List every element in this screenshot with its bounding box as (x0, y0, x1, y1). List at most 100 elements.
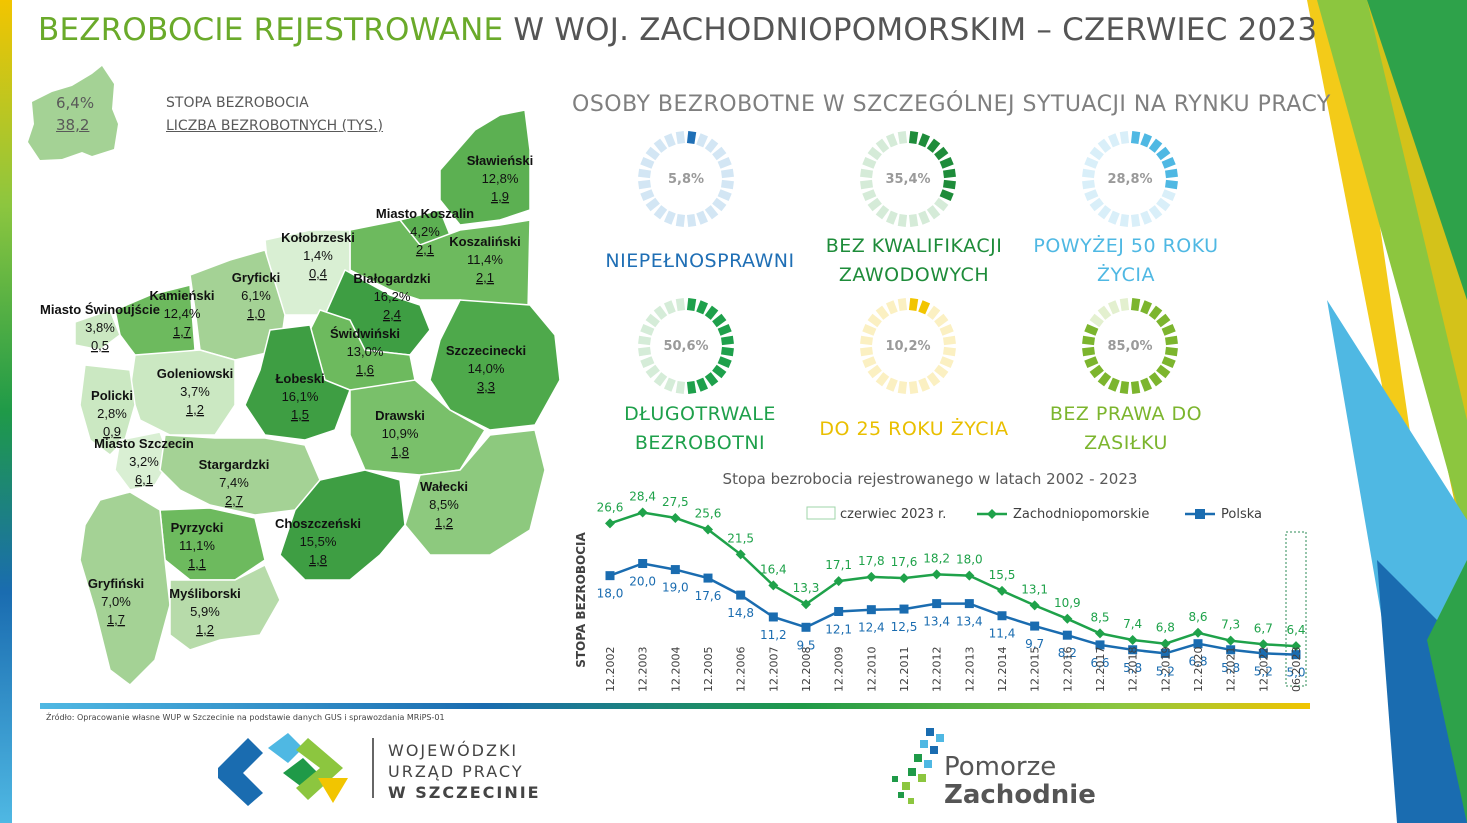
data-point-polska (1062, 630, 1072, 640)
county-name-stargardzki: Stargardzki (199, 457, 270, 472)
x-tick-label: 12.2011 (898, 647, 911, 693)
pz-line-2: Zachodnie (944, 780, 1096, 810)
pz-line-1: Pomorze (944, 752, 1057, 782)
data-point-zachodniopomorskie (1160, 638, 1171, 649)
donut-segment (1156, 313, 1171, 328)
donut-segment (918, 210, 931, 225)
data-point-polska (1258, 648, 1268, 658)
donut-segment (645, 313, 660, 328)
pomorze-zachodnie-name: Pomorze Zachodnie (944, 753, 1096, 809)
data-point-polska (964, 599, 974, 609)
county-count-slawienski: 1,9 (491, 189, 509, 204)
data-label-polska: 8,2 (1058, 646, 1077, 660)
donut-segment (712, 197, 727, 212)
data-point-polska (834, 606, 844, 616)
data-label-zachodniopomorskie: 18,0 (956, 553, 983, 567)
donut-powyzej-50-roku-zycia: 28,8% (1082, 131, 1178, 227)
donut-segment (862, 356, 877, 369)
donut-segment (1082, 335, 1095, 346)
donut-segment (640, 356, 655, 369)
data-point-polska (768, 612, 778, 622)
data-label-polska: 5,0 (1286, 666, 1305, 680)
county-count-drawski: 1,8 (391, 444, 409, 459)
data-point-zachodniopomorskie (1095, 628, 1105, 639)
x-tick-label: 12.2005 (702, 647, 715, 693)
donut-segment (934, 313, 949, 328)
county-count-goleniowski: 1,2 (186, 402, 204, 417)
donut-label-line: POWYŻEJ 50 ROKU (1033, 235, 1219, 257)
county-rate-kolobrzeski: 1,4% (303, 248, 333, 263)
data-point-zachodniopomorskie (735, 549, 746, 560)
county-name-kamienski: Kamieński (149, 288, 214, 303)
title-rest: W WOJ. ZACHODNIOPOMORSKIM – CZERWIEC 202… (513, 12, 1318, 48)
donut-segment (712, 313, 727, 328)
county-name-miasto-swinoujscie: Miasto Świnoujście (40, 302, 160, 317)
data-label-polska: 9,7 (1025, 637, 1044, 651)
donut-segment (675, 214, 686, 227)
data-label-zachodniopomorskie: 6,8 (1156, 621, 1175, 635)
data-label-zachodniopomorskie: 17,6 (891, 555, 918, 569)
donut-segment (1119, 131, 1130, 144)
county-count-lobeski: 1,5 (291, 407, 309, 422)
county-name-choszczenski: Choszczeński (275, 516, 361, 531)
donut-segment (1084, 156, 1099, 169)
county-rate-walecki: 8,5% (429, 497, 459, 512)
donut-segment (926, 305, 941, 320)
donut-dlugotrwale-bezrobotni: 50,6% (638, 298, 734, 394)
legend-label-zachodniopomorskie: Zachodniopomorskie (1013, 507, 1149, 522)
county-mysliborski (169, 563, 281, 651)
donut-segment (1119, 298, 1130, 311)
donut-segment (653, 372, 668, 387)
data-label-zachodniopomorskie: 21,5 (727, 531, 754, 545)
donut-segment (885, 300, 898, 315)
data-label-polska: 19,0 (662, 581, 689, 595)
data-point-polska (932, 599, 942, 609)
donut-value: 85,0% (1107, 339, 1152, 354)
donut-label-powyzej-50-roku-zycia: POWYŻEJ 50 ROKU ŻYCIA (1006, 232, 1246, 290)
donut-segment (721, 346, 734, 357)
donut-segment (867, 364, 882, 379)
donut-segment (1089, 197, 1104, 212)
county-rate-slawienski: 12,8% (482, 171, 519, 186)
title-highlight: BEZROBOCIE REJESTROWANE (38, 12, 504, 48)
donut-segment (1130, 214, 1141, 227)
donut-segment (1156, 364, 1171, 379)
x-tick-label: 06.2023 (1290, 647, 1303, 693)
donut-segment (860, 179, 873, 190)
county-rate-lobeski: 16,1% (282, 389, 319, 404)
x-tick-label: 12.2014 (996, 647, 1009, 693)
donut-segment (675, 381, 686, 394)
donut-segment (1097, 138, 1112, 153)
county-name-policki: Policki (91, 388, 133, 403)
x-tick-label: 12.2010 (865, 647, 878, 693)
wup-line-1: WOJEWÓDZKI (388, 741, 519, 760)
data-label-zachodniopomorskie: 17,8 (858, 554, 885, 568)
county-count-szczecinecki: 3,3 (477, 379, 495, 394)
donut-segment (860, 346, 873, 357)
unemployment-line-chart: Stopa bezrobocia rejestrowanego w latach… (574, 470, 1307, 693)
x-tick-label: 12.2003 (637, 647, 650, 693)
county-count-stargardzki: 2,7 (225, 493, 243, 508)
county-map: Sławieński 12,8% 1,9 Miasto Koszalin 4,2% 2,1… (40, 109, 561, 686)
data-label-polska: 12,1 (825, 622, 852, 636)
data-point-polska (1095, 640, 1105, 650)
county-rate-drawski: 10,9% (382, 426, 419, 441)
donut-segment (943, 346, 956, 357)
county-rate-miasto-szczecin: 3,2% (129, 454, 159, 469)
donut-bez-kwalifikacji-zawodowych: 35,4% (860, 131, 956, 227)
donut-segment (1140, 300, 1153, 315)
county-lobeski (244, 324, 351, 441)
data-point-polska (801, 622, 811, 632)
donut-segment (1130, 381, 1141, 394)
wup-logo-icon (218, 733, 348, 806)
donut-label-line: DŁUGOTRWALE (624, 403, 776, 425)
legend-count-label: LICZBA BEZROBOTNYCH (TYS.) (166, 118, 384, 134)
county-slawienski (439, 109, 531, 226)
county-name-gryficki: Gryficki (232, 270, 280, 285)
data-point-polska (703, 573, 713, 583)
county-rate-koszalinski: 11,4% (467, 252, 503, 267)
county-name-goleniowski: Goleniowski (157, 366, 234, 381)
data-label-zachodniopomorskie: 10,9 (1054, 596, 1081, 610)
data-label-zachodniopomorskie: 15,5 (989, 568, 1016, 582)
donut-segment (885, 210, 898, 225)
